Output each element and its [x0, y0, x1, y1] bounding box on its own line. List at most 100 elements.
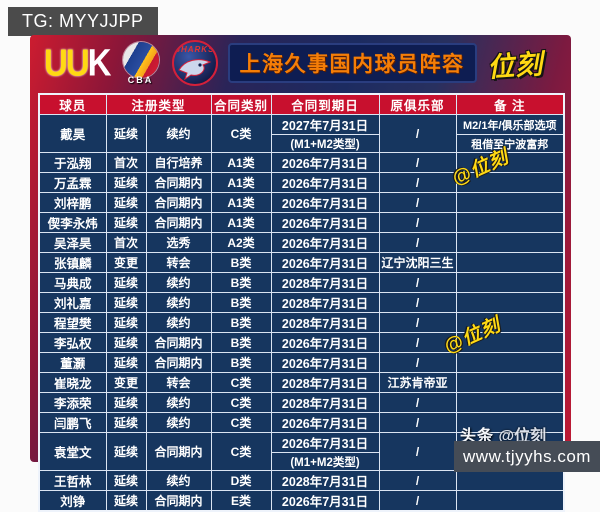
banner: UUK CBA SHARKS 上海久事国内球员阵容 位刻	[30, 35, 571, 91]
cell-player: 李弘权	[38, 332, 107, 353]
uuk-logo-text-yellow: UU	[44, 41, 90, 84]
table-row: 刘礼嘉 延续 续约 B类 2028年7月31日 /	[38, 292, 565, 313]
cell-expiry: 2026年7月31日	[270, 232, 380, 253]
cell-remark	[455, 490, 565, 512]
cell-former-club: /	[378, 412, 457, 433]
cell-reg-mode: 续约	[145, 292, 212, 313]
cell-player: 万孟霖	[38, 172, 107, 193]
cell-expiry: 2028年7月31日	[270, 272, 380, 293]
cell-player: 袁堂文	[38, 432, 107, 471]
table-row: 偰李永炜 延续 合同期内 A1类 2026年7月31日 /	[38, 212, 565, 233]
cell-contract-class: C类	[210, 432, 272, 471]
cell-former-club: 辽宁沈阳三生	[378, 252, 457, 273]
sharks-logo-icon: SHARKS	[171, 40, 218, 86]
cell-expiry: 2028年7月31日	[270, 312, 380, 333]
cell-reg-mode: 续约	[145, 272, 212, 293]
cell-player: 偰李永炜	[38, 212, 107, 233]
cell-reg-mode: 转会	[145, 372, 212, 393]
cell-reg-status: 延续	[105, 490, 147, 512]
table-subrow: (M1+M2类型) 租借至宁波富邦	[39, 134, 565, 153]
cell-reg-status: 延续	[105, 332, 147, 353]
cell-player: 刘铮	[38, 490, 107, 512]
cell-former-club: /	[378, 272, 457, 293]
cell-former-club: /	[378, 392, 457, 413]
cell-reg-mode: 合同期内	[145, 432, 212, 471]
cell-player: 李添荣	[38, 392, 107, 413]
cell-player: 戴昊	[38, 114, 107, 153]
cell-remark	[455, 192, 565, 213]
cell-reg-status: 延续	[105, 114, 147, 153]
cell-expiry: 2026年7月31日	[270, 490, 380, 512]
poster: UUK CBA SHARKS 上海久事国内球员阵容 位刻 球员 注册类型 合同类…	[30, 35, 571, 512]
cell-reg-status: 延续	[105, 412, 147, 433]
cell-reg-status: 延续	[105, 172, 147, 193]
header-player: 球员	[38, 93, 107, 115]
cell-expiry: 2026年7月31日	[270, 192, 380, 213]
table-row: 吴泽昊 首次 选秀 A2类 2026年7月31日 /	[38, 232, 565, 253]
cell-reg-mode: 合同期内	[145, 192, 212, 213]
cell-expiry: 2026年7月31日	[270, 332, 380, 353]
cell-contract-class: B类	[210, 332, 272, 353]
cell-reg-mode: 合同期内	[145, 212, 212, 233]
cell-former-club: /	[378, 490, 457, 512]
cell-expiry: 2027年7月31日	[270, 114, 380, 135]
cell-remark	[455, 152, 565, 173]
cell-former-club: /	[378, 152, 457, 173]
cell-reg-mode: 续约	[145, 470, 212, 491]
roster-table: 球员 注册类型 合同类别 合同到期日 原俱乐部 备 注 戴昊 延续 续约 C类 2027…	[38, 93, 566, 512]
cell-player: 马典成	[38, 272, 107, 293]
cell-reg-status: 延续	[105, 192, 147, 213]
cell-contract-class: D类	[210, 470, 272, 491]
cell-contract-class: A1类	[210, 172, 272, 193]
cell-player: 张镇麟	[38, 252, 107, 273]
cell-reg-status: 延续	[105, 392, 147, 413]
cell-remark	[455, 272, 565, 293]
cell-remark	[455, 352, 565, 373]
table-row: 张镇麟 变更 转会 B类 2026年7月31日 辽宁沈阳三生	[38, 252, 565, 273]
tg-badge: TG: MYYJJPP	[8, 7, 158, 36]
table-row: 崔晓龙 变更 转会 C类 2028年7月31日 江苏肯帝亚	[38, 372, 565, 393]
page-title: 上海久事国内球员阵容	[227, 43, 477, 83]
cell-reg-status: 变更	[105, 252, 147, 273]
cell-remark	[455, 312, 565, 333]
cell-remark	[455, 392, 565, 413]
cell-former-club: 江苏肯帝亚	[378, 372, 457, 393]
cell-reg-mode: 续约	[145, 412, 212, 433]
header-registration-type: 注册类型	[105, 93, 212, 115]
header-contract-class: 合同类别	[210, 93, 272, 115]
cell-former-club: /	[378, 470, 457, 491]
cell-remark	[455, 470, 565, 491]
cell-former-club: /	[378, 212, 457, 233]
cell-reg-mode: 合同期内	[145, 490, 212, 512]
cell-contract-class: B类	[210, 312, 272, 333]
cell-expiry: 2026年7月31日	[270, 172, 380, 193]
table-row: 王哲林 延续 续约 D类 2028年7月31日 /	[38, 470, 565, 491]
cell-contract-class: C类	[210, 412, 272, 433]
cell-player: 王哲林	[38, 470, 107, 491]
cell-contract-class: B类	[210, 292, 272, 313]
cell-former-club: /	[378, 332, 457, 353]
cell-reg-mode: 续约	[145, 312, 212, 333]
cba-basketball-icon	[122, 42, 159, 78]
header-expiry-date: 合同到期日	[270, 93, 380, 115]
cell-player: 刘梓鹏	[38, 192, 107, 213]
table-row: 闫鹏飞 延续 续约 C类 2026年7月31日 /	[38, 412, 565, 433]
cell-remark	[455, 252, 565, 273]
footer-url: www.tjyyhs.com	[454, 441, 600, 472]
table-row: 戴昊 延续 续约 C类 2027年7月31日 / M2/1年/俱乐部选项	[38, 114, 565, 153]
shark-icon	[177, 59, 211, 81]
cell-expiry: 2026年7月31日	[270, 352, 380, 373]
cell-reg-mode: 合同期内	[145, 352, 212, 373]
cell-contract-class: B类	[210, 352, 272, 373]
cba-logo-icon: CBA	[120, 42, 162, 85]
cell-remark-2: 租借至宁波富邦	[455, 134, 565, 153]
table-row: 万孟霖 延续 合同期内 A1类 2026年7月31日 /	[38, 172, 565, 193]
cell-reg-mode: 自行培养	[145, 152, 212, 173]
cell-former-club: /	[378, 172, 457, 193]
uuk-logo-text-white: K	[87, 41, 112, 84]
cell-former-club: /	[378, 192, 457, 213]
table-row: 于泓翔 首次 自行培养 A1类 2026年7月31日 /	[38, 152, 565, 173]
cell-contract-class: A1类	[210, 192, 272, 213]
weike-logo: 位刻	[485, 48, 544, 83]
